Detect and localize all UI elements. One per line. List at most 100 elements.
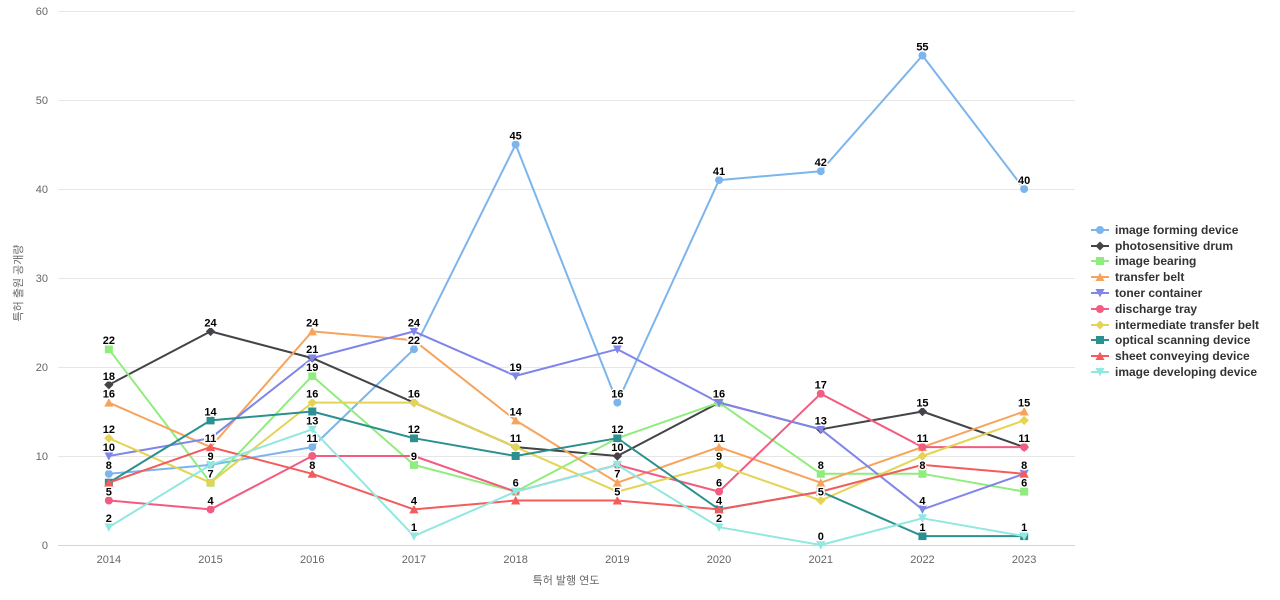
data-point-marker[interactable] — [917, 514, 928, 523]
legend-item-intermediate-transfer-belt[interactable]: intermediate transfer belt — [1090, 317, 1259, 333]
data-point-label: 15 — [1018, 398, 1030, 410]
data-point-marker[interactable] — [206, 505, 215, 514]
data-point-marker[interactable] — [715, 176, 724, 185]
data-point-marker[interactable] — [205, 442, 216, 452]
legend-item-photosensitive-drum[interactable]: photosensitive drum — [1090, 238, 1259, 254]
data-point-marker[interactable] — [917, 460, 928, 469]
data-point-marker[interactable] — [205, 478, 216, 488]
data-point-marker[interactable] — [714, 398, 724, 408]
data-point-marker[interactable] — [613, 434, 622, 443]
data-point-marker[interactable] — [816, 541, 826, 550]
data-point-marker[interactable] — [409, 335, 419, 345]
legend-label: intermediate transfer belt — [1115, 317, 1260, 332]
data-point-marker[interactable] — [816, 425, 826, 434]
data-point-marker[interactable] — [511, 371, 521, 381]
data-point-marker[interactable] — [307, 425, 317, 434]
legend-item-image-forming-device[interactable]: image forming device — [1090, 222, 1259, 238]
data-point-label: 19 — [510, 362, 522, 374]
data-point-marker[interactable] — [409, 532, 419, 541]
data-point-marker[interactable] — [409, 397, 419, 408]
data-point-marker[interactable] — [715, 487, 724, 496]
data-point-marker[interactable] — [409, 327, 419, 336]
data-point-label: 4 — [207, 495, 214, 507]
data-point-marker[interactable] — [511, 415, 521, 425]
data-point-marker[interactable] — [816, 487, 826, 496]
legend-label: toner container — [1115, 286, 1203, 301]
data-point-marker[interactable] — [307, 354, 317, 363]
data-point-marker[interactable] — [917, 451, 928, 461]
data-point-marker[interactable] — [612, 460, 622, 470]
x-axis-tick-label: 2015 — [198, 554, 222, 566]
legend-item-sheet-conveying-device[interactable]: sheet conveying device — [1090, 348, 1259, 364]
data-point-marker[interactable] — [714, 504, 724, 514]
data-point-marker[interactable] — [714, 460, 724, 470]
data-point-marker[interactable] — [104, 398, 114, 407]
data-point-marker[interactable] — [307, 397, 317, 408]
data-point-marker[interactable] — [816, 389, 825, 398]
data-point-marker[interactable] — [205, 434, 216, 443]
data-point-marker[interactable] — [104, 496, 113, 505]
data-point-marker[interactable] — [511, 487, 521, 497]
data-point-marker[interactable] — [104, 433, 114, 443]
data-point-marker[interactable] — [613, 398, 622, 407]
x-axis-tick-label: 2017 — [402, 554, 426, 566]
data-point-marker[interactable] — [205, 326, 216, 337]
data-point-marker[interactable] — [308, 407, 317, 416]
data-point-marker[interactable] — [511, 495, 521, 505]
data-point-marker[interactable] — [104, 523, 114, 532]
data-point-marker[interactable] — [510, 442, 521, 452]
legend-item-image-bearing[interactable]: image bearing — [1090, 254, 1259, 270]
data-point-marker[interactable] — [918, 469, 927, 478]
data-point-marker[interactable] — [612, 486, 623, 497]
data-point-marker[interactable] — [918, 532, 927, 541]
series-line-image-bearing — [107, 348, 1026, 493]
data-point-marker[interactable] — [104, 478, 114, 487]
data-point-marker[interactable] — [1019, 532, 1029, 541]
data-point-marker[interactable] — [511, 140, 520, 149]
data-point-marker[interactable] — [612, 495, 622, 505]
data-point-marker[interactable] — [1020, 443, 1029, 452]
data-point-marker[interactable] — [612, 451, 623, 461]
data-point-marker[interactable] — [917, 406, 928, 417]
legend-item-transfer-belt[interactable]: transfer belt — [1090, 269, 1259, 285]
data-point-label: 10 — [611, 442, 623, 454]
data-point-marker[interactable] — [918, 443, 927, 452]
data-point-marker[interactable] — [308, 443, 317, 452]
data-point-marker[interactable] — [1019, 406, 1029, 416]
data-point-marker[interactable] — [307, 469, 317, 478]
data-point-marker[interactable] — [206, 416, 215, 425]
data-point-marker[interactable] — [308, 452, 317, 460]
data-point-marker[interactable] — [409, 452, 418, 460]
legend-item-discharge-tray[interactable]: discharge tray — [1090, 301, 1259, 317]
data-point-marker[interactable] — [918, 51, 927, 60]
legend-item-optical-scanning-device[interactable]: optical scanning device — [1090, 333, 1259, 349]
data-point-marker[interactable] — [714, 442, 724, 452]
data-point-marker[interactable] — [816, 478, 826, 487]
data-point-marker[interactable] — [816, 495, 826, 506]
data-point-marker[interactable] — [816, 167, 825, 176]
data-point-marker[interactable] — [409, 345, 418, 354]
data-point-marker[interactable] — [104, 345, 113, 354]
data-point-marker[interactable] — [612, 345, 622, 354]
data-point-marker[interactable] — [816, 469, 825, 478]
legend-item-toner-container[interactable]: toner container — [1090, 285, 1259, 301]
data-point-marker[interactable] — [917, 505, 928, 514]
data-point-marker[interactable] — [409, 460, 418, 469]
data-point-marker[interactable] — [511, 452, 520, 460]
data-point-marker[interactable] — [104, 452, 114, 461]
data-point-marker[interactable] — [307, 326, 317, 336]
data-point-marker[interactable] — [308, 371, 317, 380]
data-point-marker[interactable] — [205, 460, 216, 470]
legend-item-image-developing-device[interactable]: image developing device — [1090, 364, 1259, 380]
data-point-marker[interactable] — [1020, 487, 1029, 496]
data-point-marker[interactable] — [612, 478, 622, 487]
data-point-marker[interactable] — [1019, 415, 1029, 426]
data-point-marker[interactable] — [409, 434, 418, 443]
y-axis-tick-label: 20 — [36, 362, 48, 374]
data-point-marker[interactable] — [104, 469, 113, 478]
data-point-marker[interactable] — [1019, 469, 1029, 478]
data-point-marker[interactable] — [104, 380, 114, 390]
data-point-marker[interactable] — [409, 504, 419, 514]
data-point-marker[interactable] — [714, 523, 724, 532]
data-point-marker[interactable] — [1020, 185, 1029, 193]
